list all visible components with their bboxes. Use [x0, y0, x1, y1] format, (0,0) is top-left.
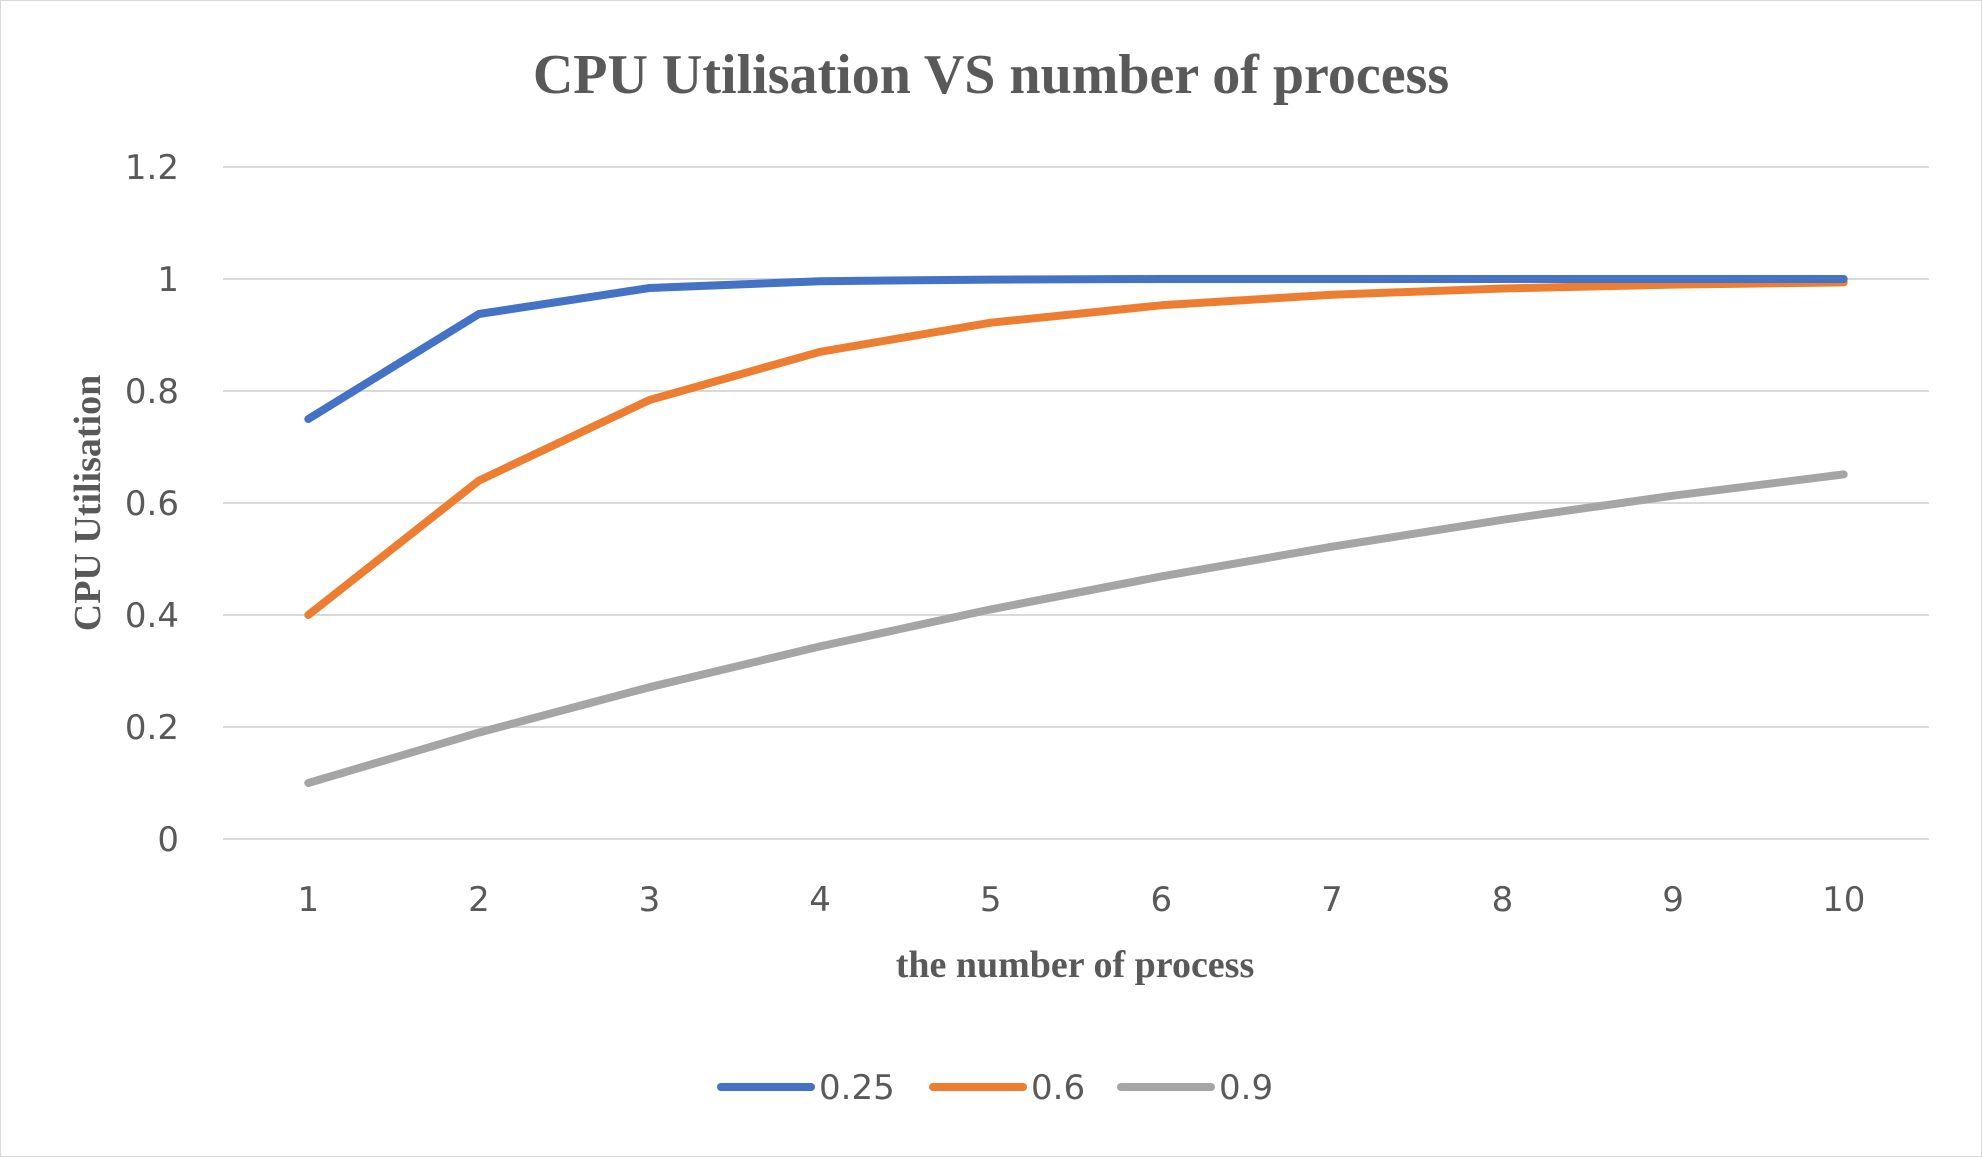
x-tick-label: 2 [468, 880, 490, 920]
x-axis-ticks: 1 2 3 4 5 6 7 8 9 10 [297, 880, 1865, 920]
x-tick-label: 6 [1150, 880, 1172, 920]
y-tick-label: 0.8 [125, 372, 179, 412]
series-line-0-25 [304, 275, 1848, 423]
x-tick-label: 4 [809, 880, 831, 920]
y-axis-title: CPU Utilisation [67, 375, 109, 632]
x-tick-label: 9 [1662, 880, 1684, 920]
x-tick-label: 1 [297, 880, 319, 920]
y-tick-label: 0.4 [125, 596, 179, 636]
legend-label: 0.6 [1031, 1068, 1085, 1108]
y-axis-ticks: 0 0.2 0.4 0.6 0.8 1 1.2 [125, 148, 179, 860]
y-tick-label: 1.2 [125, 148, 179, 188]
y-tick-label: 0.2 [125, 708, 179, 748]
chart-title: CPU Utilisation VS number of process [533, 44, 1449, 106]
x-tick-label: 8 [1492, 880, 1514, 920]
y-tick-label: 0 [157, 820, 179, 860]
x-tick-label: 3 [639, 880, 661, 920]
x-tick-label: 10 [1822, 880, 1865, 920]
series-line-0-9 [304, 470, 1848, 787]
x-tick-label: 7 [1321, 880, 1343, 920]
legend: 0.25 0.6 0.9 [717, 1068, 1273, 1108]
legend-label: 0.25 [819, 1068, 895, 1108]
series-line-0-6 [304, 278, 1848, 619]
gridlines [223, 166, 1929, 840]
x-tick-label: 5 [980, 880, 1002, 920]
x-axis-title: the number of process [896, 944, 1255, 986]
y-tick-label: 0.6 [125, 484, 179, 524]
y-tick-label: 1 [157, 260, 179, 300]
series-lines [304, 275, 1848, 787]
legend-label: 0.9 [1219, 1068, 1273, 1108]
